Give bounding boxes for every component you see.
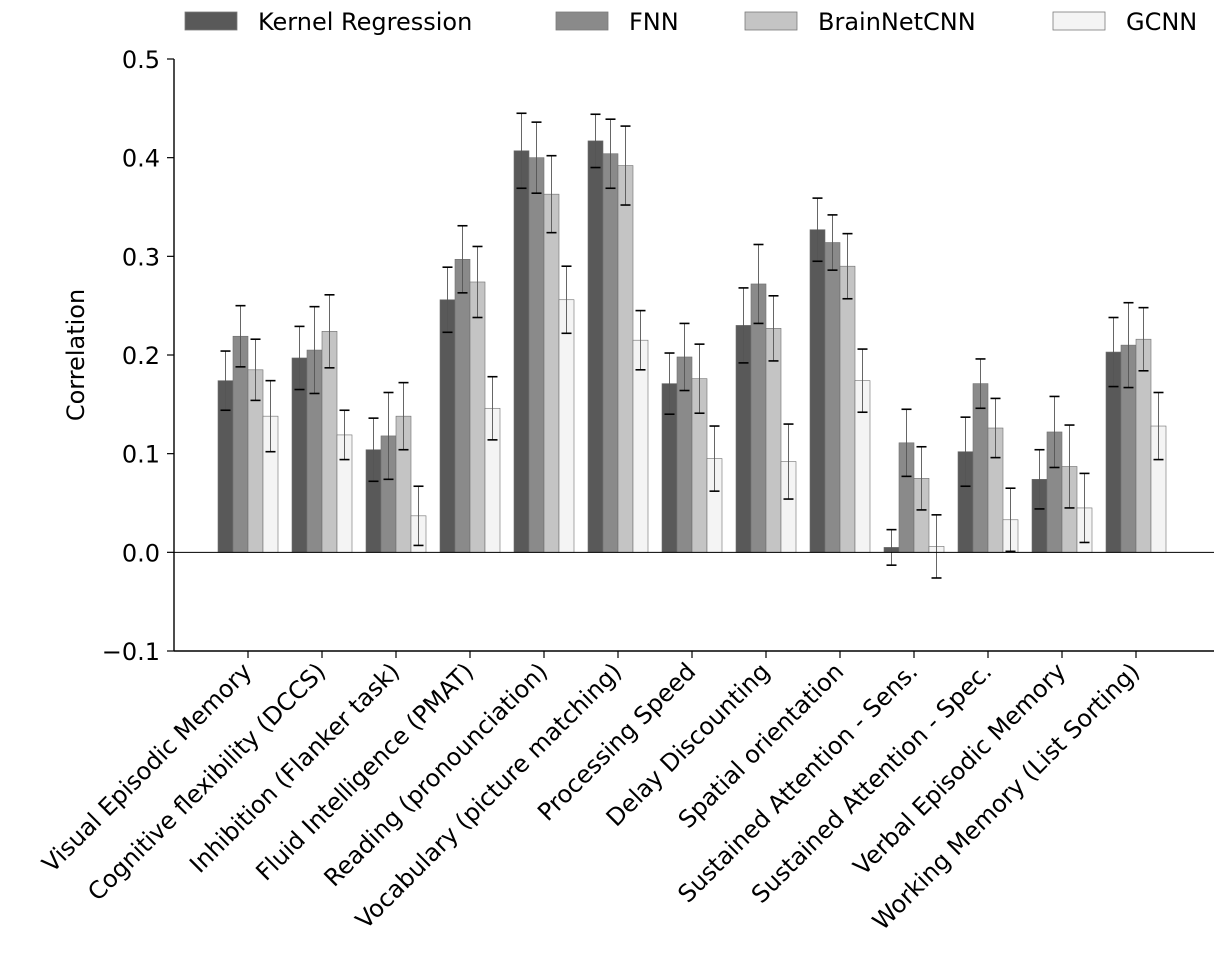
y-tick-label: 0.0 xyxy=(122,539,160,567)
bar-fnn xyxy=(824,242,841,553)
legend-label-fnn: FNN xyxy=(629,8,679,36)
y-tick-label: 0.2 xyxy=(122,342,160,370)
y-tick-label: 0.4 xyxy=(122,145,160,173)
bar-brainnetcnn xyxy=(543,193,560,553)
legend-label-brainnetcnn: BrainNetCNN xyxy=(818,8,976,36)
y-tick-label: 0.1 xyxy=(122,441,160,469)
bar-fnn xyxy=(528,157,545,553)
error-bars-layer xyxy=(220,112,1164,579)
legend-swatch-gcnn xyxy=(1052,11,1106,31)
bar-gcnn xyxy=(632,339,649,553)
y-tick-label: −0.1 xyxy=(102,638,160,666)
y-tick-label: 0.3 xyxy=(122,243,160,271)
legend-swatch-brainnetcnn xyxy=(744,11,798,31)
bar-gcnn xyxy=(558,299,575,553)
bar-brainnetcnn xyxy=(617,165,634,553)
bars-layer xyxy=(217,140,1167,553)
bar-brainnetcnn xyxy=(469,281,486,553)
legend-label-kernel-regression: Kernel Regression xyxy=(258,8,472,36)
legend: Kernel Regression FNN BrainNetCNN GCNN xyxy=(184,8,1197,36)
y-axis-ticks: −0.1 0.0 0.1 0.2 0.3 0.4 0.5 xyxy=(102,46,174,666)
bar-kernel-regression xyxy=(587,140,604,553)
bar-fnn xyxy=(602,153,619,553)
legend-swatch-fnn xyxy=(555,11,609,31)
bar-kernel-regression xyxy=(809,229,826,553)
legend-swatch-kernel-regression xyxy=(184,11,238,31)
bar-kernel-regression xyxy=(513,150,530,553)
x-tick-label: Working Memory (List Sorting) xyxy=(867,657,1145,935)
bar-kernel-regression xyxy=(439,299,456,553)
bar-fnn xyxy=(232,335,249,553)
bar-fnn xyxy=(454,258,471,553)
legend-label-gcnn: GCNN xyxy=(1126,8,1197,36)
x-tick-label: Vocabulary (picture matching) xyxy=(350,657,627,934)
bar-brainnetcnn xyxy=(839,265,856,553)
y-axis-label: Correlation xyxy=(62,289,90,421)
y-tick-label: 0.5 xyxy=(122,46,160,74)
bar-brainnetcnn xyxy=(765,328,782,553)
